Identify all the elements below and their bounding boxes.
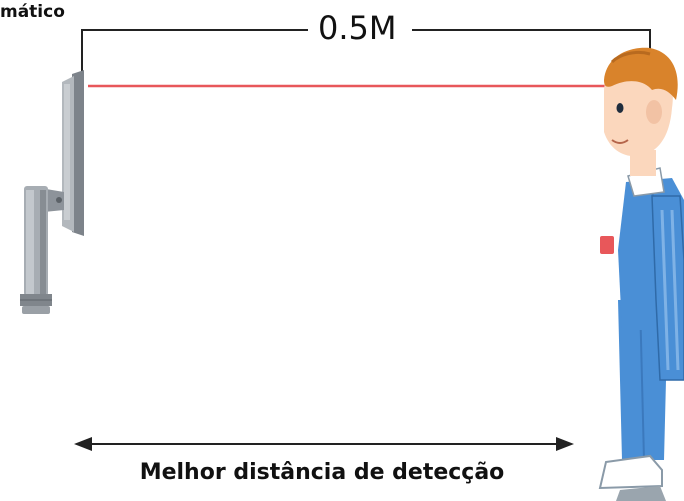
caption: Melhor distância de detecção [0,460,684,485]
caption-text: Melhor distância de detecção [139,460,505,485]
person-figure [598,47,684,501]
face-recognition-terminal [20,70,84,314]
distance-label: 0.5M [308,10,407,46]
detection-range-arrow [74,437,574,451]
device-name-label: mático [0,2,65,22]
distance-bracket [81,29,651,72]
